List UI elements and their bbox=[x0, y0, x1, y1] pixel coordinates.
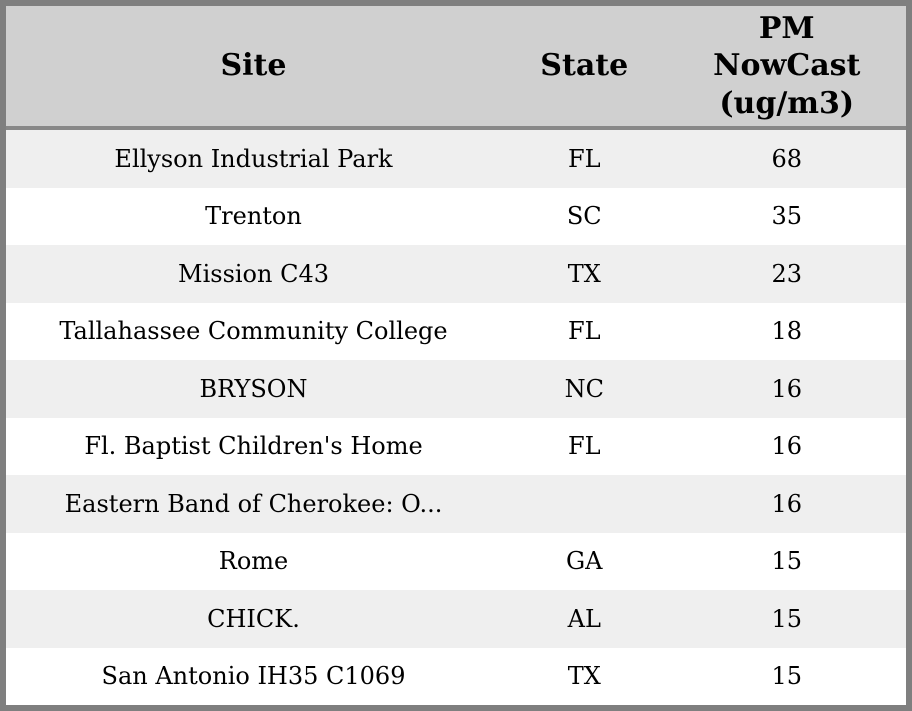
state-cell: SC bbox=[566, 202, 602, 231]
pm-nowcast-cell: 16 bbox=[771, 432, 803, 461]
pm-nowcast-cell: 16 bbox=[771, 489, 803, 518]
pm-nowcast-cell: 16 bbox=[771, 374, 803, 403]
state-cell: TX bbox=[567, 259, 601, 288]
table-row[interactable]: Trenton SC 35 bbox=[6, 187, 906, 245]
site-cell: Mission C43 bbox=[178, 259, 329, 288]
pm-nowcast-cell: 15 bbox=[771, 547, 803, 576]
table-row[interactable]: Rome GA 15 bbox=[6, 532, 906, 590]
site-cell: Rome bbox=[218, 547, 289, 576]
site-cell: Trenton bbox=[205, 202, 302, 231]
state-cell: GA bbox=[565, 547, 603, 576]
site-cell: BRYSON bbox=[199, 374, 308, 403]
site-cell: Ellyson Industrial Park bbox=[114, 144, 393, 173]
site-cell: Fl. Baptist Children's Home bbox=[84, 432, 423, 461]
pm-nowcast-cell: 18 bbox=[771, 317, 803, 346]
state-cell: NC bbox=[564, 374, 604, 403]
pm-nowcast-cell: 15 bbox=[771, 604, 803, 633]
site-cell: Eastern Band of Cherokee: O... bbox=[64, 489, 443, 518]
table-row[interactable]: CHICK. AL 15 bbox=[6, 590, 906, 648]
table-row[interactable]: Tallahassee Community College FL 18 bbox=[6, 302, 906, 360]
pm-nowcast-cell: 68 bbox=[771, 144, 803, 173]
table-row[interactable]: Ellyson Industrial Park FL 68 bbox=[6, 130, 906, 188]
state-cell: FL bbox=[567, 317, 601, 346]
pm-nowcast-cell: 35 bbox=[771, 202, 803, 231]
site-cell: Tallahassee Community College bbox=[59, 317, 448, 346]
site-cell: CHICK. bbox=[207, 604, 300, 633]
column-header-state[interactable]: State bbox=[540, 48, 629, 84]
table-row[interactable]: San Antonio IH35 C1069 TX 15 bbox=[6, 647, 906, 705]
site-cell: San Antonio IH35 C1069 bbox=[101, 662, 406, 691]
table-row[interactable]: BRYSON NC 16 bbox=[6, 360, 906, 418]
pm-nowcast-cell: 23 bbox=[771, 259, 803, 288]
table-row[interactable]: Eastern Band of Cherokee: O... 16 bbox=[6, 475, 906, 533]
table-row[interactable]: Mission C43 TX 23 bbox=[6, 245, 906, 303]
state-cell: TX bbox=[567, 662, 601, 691]
state-cell: AL bbox=[567, 604, 601, 633]
table-header-row: Site State PM NowCast (ug/m3) bbox=[6, 6, 906, 130]
table-body: Ellyson Industrial Park FL 68 Trenton SC… bbox=[6, 130, 906, 705]
state-cell: FL bbox=[567, 432, 601, 461]
column-header-site[interactable]: Site bbox=[220, 48, 287, 84]
pm-nowcast-cell: 15 bbox=[771, 662, 803, 691]
state-cell: FL bbox=[567, 144, 601, 173]
column-header-pm-nowcast[interactable]: PM NowCast (ug/m3) bbox=[713, 10, 861, 121]
table-row[interactable]: Fl. Baptist Children's Home FL 16 bbox=[6, 417, 906, 475]
